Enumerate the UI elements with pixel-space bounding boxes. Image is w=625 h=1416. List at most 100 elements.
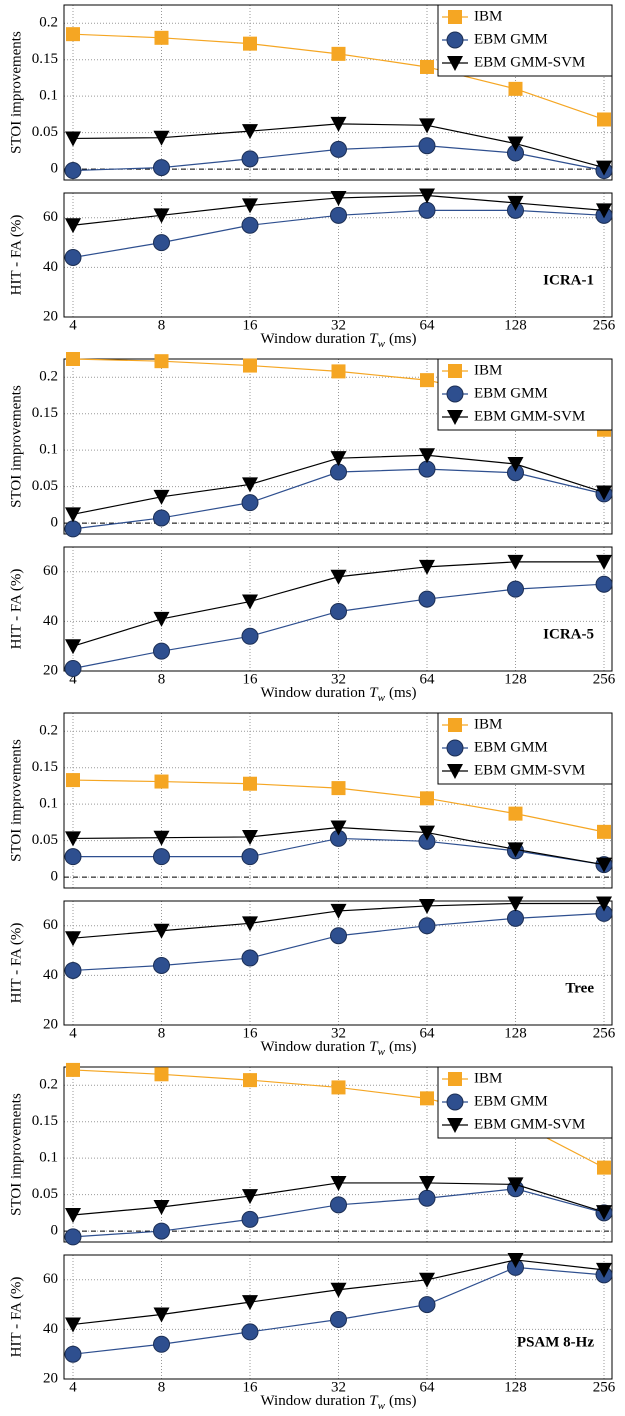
annotation: PSAM 8-Hz bbox=[517, 1334, 594, 1350]
legend-marker bbox=[446, 31, 464, 49]
marker bbox=[241, 949, 259, 967]
y-tick-label: 60 bbox=[43, 209, 58, 225]
y-tick-label: 20 bbox=[43, 1016, 58, 1032]
marker bbox=[331, 781, 346, 796]
marker bbox=[419, 898, 435, 914]
y-tick-label: 0.2 bbox=[39, 1077, 58, 1093]
x-tick-label: 32 bbox=[331, 317, 346, 333]
y-tick-label: 60 bbox=[43, 563, 58, 579]
marker bbox=[65, 1208, 81, 1224]
marker bbox=[508, 81, 523, 96]
x-label-unit: (ms) bbox=[389, 1039, 417, 1055]
marker bbox=[65, 218, 81, 234]
legend-label: EBM GMM bbox=[474, 1093, 548, 1109]
legend-marker bbox=[448, 364, 462, 378]
marker bbox=[242, 477, 258, 493]
marker bbox=[153, 830, 170, 846]
marker bbox=[419, 825, 435, 841]
marker bbox=[419, 559, 435, 575]
marker bbox=[418, 917, 436, 935]
y-tick-label: 0.05 bbox=[32, 124, 58, 140]
marker bbox=[242, 198, 258, 214]
x-tick-label: 256 bbox=[593, 671, 616, 687]
marker bbox=[597, 112, 611, 127]
x-tick-label: 64 bbox=[420, 1025, 436, 1041]
marker bbox=[153, 923, 170, 939]
plot-frame bbox=[63, 900, 613, 1026]
marker bbox=[507, 195, 524, 211]
marker bbox=[241, 1210, 259, 1228]
legend-label: EBM GMM-SVM bbox=[474, 408, 585, 424]
marker bbox=[241, 150, 259, 168]
marker bbox=[330, 206, 347, 224]
x-label-text: Window duration bbox=[261, 1039, 366, 1055]
x-tick-label: 8 bbox=[158, 671, 166, 687]
marker bbox=[153, 1307, 170, 1323]
x-tick-label: 16 bbox=[243, 1025, 259, 1041]
marker bbox=[419, 448, 435, 464]
y-tick-label: 40 bbox=[43, 613, 58, 629]
marker bbox=[507, 1177, 524, 1193]
x-tick-label: 8 bbox=[158, 1025, 166, 1041]
x-label-subscript: w bbox=[378, 692, 386, 704]
x-tick-label: 128 bbox=[504, 1025, 527, 1041]
legend-marker bbox=[447, 1118, 463, 1133]
marker bbox=[595, 575, 613, 593]
marker bbox=[241, 494, 259, 512]
plot-frame bbox=[63, 546, 613, 672]
x-tick-label: 64 bbox=[420, 671, 436, 687]
marker bbox=[242, 124, 258, 140]
marker bbox=[154, 354, 169, 369]
marker bbox=[153, 159, 170, 177]
x-tick-label: 256 bbox=[593, 317, 616, 333]
marker bbox=[64, 848, 82, 866]
marker bbox=[507, 554, 524, 570]
x-label-unit: (ms) bbox=[389, 1393, 417, 1409]
plot-frame bbox=[63, 1254, 613, 1380]
marker bbox=[330, 140, 347, 158]
marker bbox=[330, 903, 347, 919]
legend-label: EBM GMM bbox=[474, 739, 548, 755]
annotation: Tree bbox=[565, 980, 594, 996]
y-axis-label: HIT - FA (%) bbox=[8, 569, 24, 650]
x-tick-label: 256 bbox=[593, 1025, 616, 1041]
legend-label: EBM GMM bbox=[474, 31, 548, 47]
marker bbox=[596, 160, 612, 176]
y-axis-label: STOI improvements bbox=[8, 1093, 24, 1216]
marker bbox=[330, 463, 347, 481]
marker bbox=[65, 1317, 81, 1333]
marker bbox=[66, 27, 80, 42]
marker bbox=[596, 485, 612, 501]
marker bbox=[420, 1091, 434, 1106]
x-tick-label: 16 bbox=[243, 671, 259, 687]
marker bbox=[64, 961, 82, 979]
marker bbox=[66, 1062, 80, 1077]
marker bbox=[330, 1175, 347, 1191]
y-tick-label: 0.2 bbox=[39, 723, 58, 739]
x-axis-label: Window duration Tw (ms) bbox=[261, 331, 417, 349]
marker bbox=[418, 201, 436, 219]
x-label-subscript: w bbox=[378, 338, 386, 350]
marker bbox=[331, 46, 346, 61]
marker bbox=[330, 820, 347, 836]
marker bbox=[419, 1272, 435, 1288]
marker bbox=[507, 842, 524, 858]
marker bbox=[508, 806, 523, 821]
x-label-unit: (ms) bbox=[389, 331, 417, 347]
y-axis-label: HIT - FA (%) bbox=[8, 215, 24, 296]
marker bbox=[242, 829, 258, 845]
marker bbox=[331, 1080, 346, 1095]
marker bbox=[419, 118, 435, 134]
plot-frame bbox=[63, 1066, 613, 1243]
y-tick-label: 0 bbox=[51, 515, 59, 531]
y-tick-label: 60 bbox=[43, 1271, 58, 1287]
y-tick-label: 0.1 bbox=[39, 796, 58, 812]
marker bbox=[507, 909, 524, 927]
marker bbox=[330, 451, 347, 467]
x-tick-label: 4 bbox=[69, 317, 77, 333]
y-tick-label: 20 bbox=[43, 662, 58, 678]
marker bbox=[64, 520, 82, 538]
marker bbox=[65, 931, 81, 947]
